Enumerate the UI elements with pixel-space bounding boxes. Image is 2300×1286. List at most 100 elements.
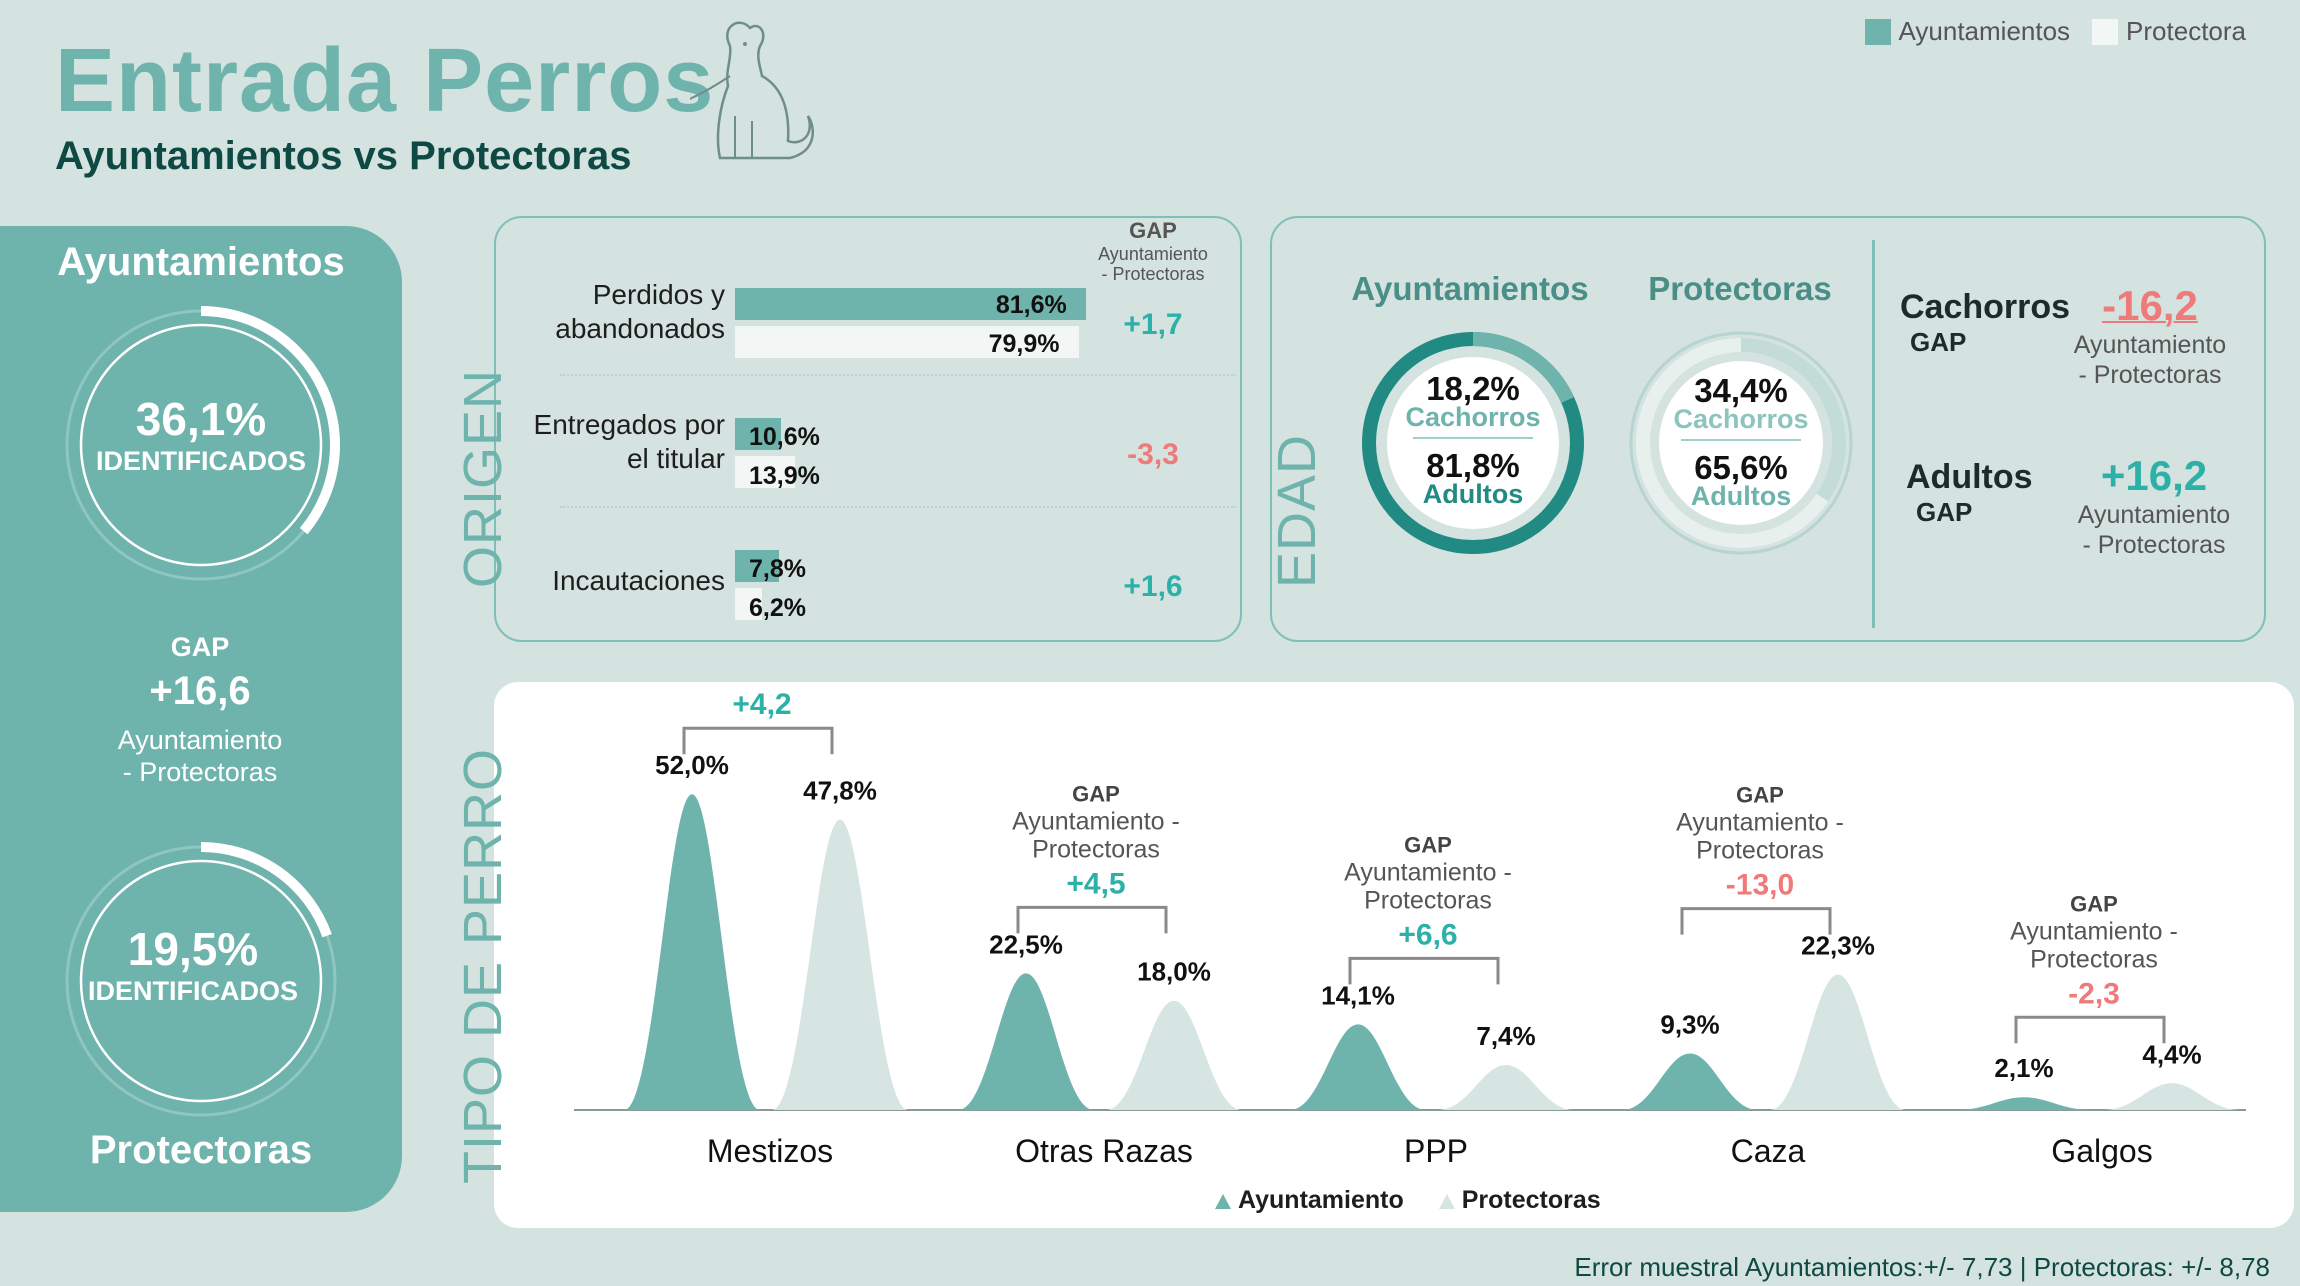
edad-title-ayuntamientos: Ayuntamientos xyxy=(1351,270,1589,307)
data-label-protectoras: 22,3% xyxy=(1801,931,1875,961)
category-label: Galgos xyxy=(2051,1133,2152,1169)
gap-bracket xyxy=(682,726,834,755)
gap-sub2: Protectoras xyxy=(1032,835,1160,863)
category-label: PPP xyxy=(1404,1133,1468,1169)
identified-panel xyxy=(0,226,402,1212)
edad-gap-cachorros-value: -16,2 Ayuntamiento - Protectoras xyxy=(2060,282,2240,390)
gap-value: -13,0 xyxy=(1726,869,1794,902)
edad-gap-adultos: Adultos GAP xyxy=(1906,458,2033,528)
data-label-protectoras: 7,4% xyxy=(1476,1021,1535,1051)
adultos-value: 65,6% xyxy=(1694,449,1788,486)
triangle-icon xyxy=(1215,1193,1231,1209)
origen-value-protectora: 79,9% xyxy=(988,330,1060,358)
origen-divider xyxy=(560,506,1236,508)
gap-sub2: Protectoras xyxy=(1364,886,1492,914)
data-label-protectoras: 4,4% xyxy=(2142,1039,2201,1069)
identified-gap: GAP +16,6 Ayuntamiento - Protectoras xyxy=(0,632,400,788)
origen-gap-value: +1,7 xyxy=(1123,308,1183,341)
triangle-icon xyxy=(1438,1193,1455,1209)
gap-sub1: Ayuntamiento - xyxy=(2010,917,2178,945)
gap-sub1: Ayuntamiento xyxy=(117,725,283,755)
edad-section-label: EDAD xyxy=(1267,433,1327,588)
gap-bracket xyxy=(1016,905,1168,934)
origen-bar-protectora xyxy=(735,456,795,488)
origen-bar-ayuntamiento xyxy=(735,550,779,582)
legend-label: Protectoras xyxy=(1461,1186,1601,1214)
identified-value: 19,5% xyxy=(127,923,259,975)
legend-label: Ayuntamiento xyxy=(1238,1186,1404,1214)
edad-divider xyxy=(1872,240,1875,628)
origen-row-label-line: Entregados por xyxy=(533,409,725,440)
legend-label: Protectora xyxy=(2126,16,2246,46)
identified-label-protectoras: 19,5% IDENTIFICADOS xyxy=(50,922,336,1007)
origen-bar-ayuntamiento xyxy=(735,288,1086,320)
identified-label-ayuntamientos: 36,1% IDENTIFICADOS xyxy=(58,392,344,477)
legend-item-protectora: Protectora xyxy=(2092,16,2246,47)
gap-sub1: Ayuntamiento xyxy=(2073,331,2227,359)
gap-sub2: - Protectoras xyxy=(122,757,278,787)
identified-donut-ayuntamientos xyxy=(62,306,340,584)
footer-note: Error muestral Ayuntamientos:+/- 7,73 | … xyxy=(1574,1252,2270,1282)
legend-swatch-protectora xyxy=(2092,18,2119,45)
origen-gap-value: -3,3 xyxy=(1127,438,1179,471)
origen-row-label: Entregados por el titular xyxy=(480,408,725,476)
gap-bracket xyxy=(1680,907,1832,935)
origen-value-protectora: 6,2% xyxy=(749,594,806,622)
gap-value: +4,5 xyxy=(1066,867,1125,900)
identified-title-ayuntamientos: Ayuntamientos xyxy=(57,240,345,284)
page-title: Entrada Perros xyxy=(55,31,715,131)
adultos-label: Adultos xyxy=(1422,479,1524,509)
tipo-legend: Ayuntamiento Protectoras xyxy=(1214,1186,1601,1215)
origen-value-ayuntamiento: 81,6% xyxy=(995,291,1067,319)
legend-swatch-ayuntamientos xyxy=(1864,18,1891,45)
edad-title-protectoras: Protectoras xyxy=(1648,270,1832,307)
origen-bar-protectora xyxy=(735,588,762,620)
edad-gap-adultos-value: +16,2 Ayuntamiento - Protectoras xyxy=(2064,452,2244,560)
gap-title: GAP xyxy=(1916,497,1973,527)
legend-item-protectoras: Protectoras xyxy=(1438,1186,1601,1215)
cachorros-value: 34,4% xyxy=(1694,372,1788,409)
origen-bar-ayuntamiento xyxy=(735,418,781,450)
origen-value-ayuntamiento: 10,6% xyxy=(749,423,820,451)
origen-row-label-line: Perdidos y xyxy=(592,279,725,310)
edad-donut-protectoras xyxy=(1629,331,1853,555)
gap-sub2: - Protectoras xyxy=(2078,361,2222,389)
gap-name: Cachorros xyxy=(1900,288,2071,326)
legend-item-ayuntamiento: Ayuntamiento xyxy=(1214,1186,1404,1215)
origen-value-ayuntamiento: 7,8% xyxy=(749,555,806,583)
identified-donut-protectoras xyxy=(62,842,340,1120)
gap-title: GAP xyxy=(1736,783,1784,808)
area-peak-ayuntamiento xyxy=(1622,1053,1758,1110)
gap-sub2: - Protectoras xyxy=(2082,531,2226,559)
legend-item-ayuntamientos: Ayuntamientos xyxy=(1864,16,2071,47)
tipo-panel xyxy=(494,682,2294,1228)
gap-value: +4,2 xyxy=(732,688,791,721)
tipo-chart: 52,0%47,8%+4,2ProtectorasAyuntamiento -G… xyxy=(574,682,2246,1169)
dog-icon xyxy=(690,21,814,160)
gap-sub1: Ayuntamiento - xyxy=(1676,809,1844,837)
category-label: Caza xyxy=(1731,1133,1806,1169)
gap-value: +6,6 xyxy=(1398,918,1457,951)
identified-caption: IDENTIFICADOS xyxy=(87,976,298,1006)
legend-label: Ayuntamientos xyxy=(1898,16,2071,46)
gap-sub1: Ayuntamiento xyxy=(1098,244,1208,264)
origen-row-label-line: abandonados xyxy=(555,313,725,344)
gap-title: GAP xyxy=(1910,327,1967,357)
origen-row-label-line: Incautaciones xyxy=(552,565,725,596)
gap-sub2: Protectoras xyxy=(1696,837,1824,865)
edad-gap-cachorros: Cachorros GAP xyxy=(1900,288,2070,358)
origen-section-label: ORIGEN xyxy=(453,368,513,588)
gap-bracket xyxy=(2014,1015,2166,1044)
origen-panel xyxy=(494,216,1242,642)
origen-row-label: Perdidos y abandonados xyxy=(480,278,725,346)
area-peak-ayuntamiento xyxy=(1956,1097,2092,1110)
top-legend: Ayuntamientos Protectora xyxy=(1864,16,2246,47)
gap-bracket xyxy=(1348,956,1500,985)
gap-sub2: Protectoras xyxy=(2030,945,2158,973)
adultos-label: Adultos xyxy=(1690,481,1792,511)
origen-gap-header: GAP Ayuntamiento - Protectoras xyxy=(1080,218,1226,284)
gap-value: +16,6 xyxy=(149,669,251,713)
origen-divider xyxy=(560,374,1236,376)
gap-title: GAP xyxy=(1072,781,1120,806)
area-peak-ayuntamiento xyxy=(624,794,760,1110)
